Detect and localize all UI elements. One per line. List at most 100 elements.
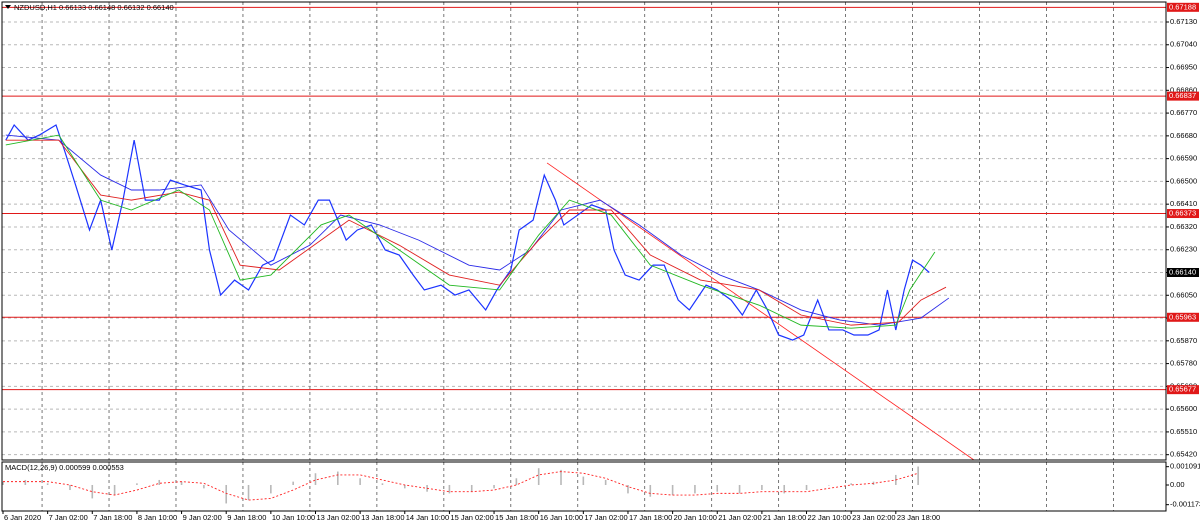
x-tick-label: 10 Jan 10:00 — [272, 513, 315, 522]
macd-bar — [694, 484, 696, 494]
macd-bar — [582, 476, 585, 485]
x-tick-label: 9 Jan 02:00 — [183, 513, 222, 522]
macd-bar — [738, 484, 741, 494]
x-tick-label: 15 Jan 18:00 — [495, 513, 538, 522]
macd-bar — [180, 481, 183, 485]
chart-title: NZDUSD,H1 0.66133 0.66148 0.66132 0.6614… — [14, 3, 174, 12]
macd-bar — [69, 484, 71, 491]
macd-bar — [850, 483, 852, 485]
y-tick-label: 0.66410 — [1170, 199, 1197, 208]
level-label-box — [1167, 2, 1199, 12]
price-plot — [2, 2, 1166, 460]
y-tick-label: 0.66590 — [1170, 154, 1197, 163]
macd-bar — [537, 468, 540, 485]
level-label-box — [1167, 385, 1199, 395]
level-label: 0.66837 — [1169, 91, 1196, 100]
x-tick-label: 13 Jan 02:00 — [316, 513, 359, 522]
y-tick-label: 0.66320 — [1170, 222, 1197, 231]
x-tick-label: 23 Jan 02:00 — [852, 513, 895, 522]
macd-bar — [292, 481, 294, 485]
y-tick-label: -0.001173 — [1170, 500, 1200, 509]
y-tick-label: 0.66050 — [1170, 290, 1197, 299]
macd-bar — [314, 473, 317, 485]
moving-average — [5, 134, 950, 326]
x-tick-label: 22 Jan 10:00 — [808, 513, 851, 522]
x-tick-label: 7 Jan 18:00 — [93, 513, 132, 522]
x-tick-label: 6 Jan 2020 — [4, 513, 41, 522]
y-tick-label: 0.66230 — [1170, 245, 1197, 254]
level-label: 0.65677 — [1169, 385, 1196, 394]
macd-bar — [136, 483, 138, 485]
macd-bar — [716, 484, 719, 492]
macd-bar — [560, 469, 562, 485]
macd-bar — [604, 479, 607, 485]
macd-bar — [247, 484, 250, 501]
level-label-box — [1167, 209, 1199, 219]
level-label-box — [1167, 91, 1199, 101]
macd-bar — [91, 484, 94, 499]
y-tick-label: 0.001091 — [1170, 462, 1200, 471]
price-frame — [1, 1, 1167, 461]
y-tick-label: 0.65510 — [1170, 427, 1197, 436]
level-label: 0.66373 — [1169, 209, 1196, 218]
level-label-box — [1167, 312, 1199, 322]
x-tick-label: 21 Jan 02:00 — [718, 513, 761, 522]
macd-bar — [627, 484, 629, 494]
x-tick-label: 23 Jan 18:00 — [897, 513, 940, 522]
last-price-label: 0.66140 — [1169, 267, 1196, 276]
x-tick-label: 15 Jan 02:00 — [450, 513, 493, 522]
x-tick-label: 13 Jan 18:00 — [361, 513, 404, 522]
macd-plot — [2, 462, 1114, 511]
macd-bar — [828, 484, 830, 486]
signal-line — [3, 471, 919, 501]
moving-average — [5, 134, 936, 329]
macd-bar — [158, 479, 161, 485]
trend-line — [546, 162, 975, 460]
macd-title: MACD(12,26,9) 0.000599 0.000553 — [5, 463, 124, 472]
macd-bar — [470, 484, 473, 492]
macd-bar — [270, 484, 272, 494]
x-tick-label: 9 Jan 18:00 — [227, 513, 266, 522]
x-tick-label: 8 Jan 10:00 — [138, 513, 177, 522]
macd-bar — [761, 484, 763, 491]
y-tick-label: 0.65420 — [1170, 450, 1197, 459]
macd-bar — [203, 484, 205, 489]
x-tick-label: 7 Jan 02:00 — [49, 513, 88, 522]
macd-bar — [671, 484, 674, 496]
y-tick-label: 0.65870 — [1170, 336, 1197, 345]
y-tick-label: 0.67040 — [1170, 40, 1197, 49]
x-tick-label: 20 Jan 10:00 — [674, 513, 717, 522]
x-tick-label: 14 Jan 10:00 — [406, 513, 449, 522]
macd-bar — [917, 466, 919, 485]
y-tick-label: 0.66950 — [1170, 63, 1197, 72]
title-arrow — [5, 5, 11, 9]
macd-bar — [805, 484, 808, 491]
macd-bar — [493, 484, 495, 489]
y-tick-label: 0.66770 — [1170, 108, 1197, 117]
macd-bar — [649, 484, 652, 497]
level-label: 0.67188 — [1169, 2, 1196, 11]
y-tick-label: 0.65600 — [1170, 404, 1197, 413]
macd-bar — [359, 478, 361, 485]
macd-bar — [225, 484, 228, 504]
y-tick-label: 0.67130 — [1170, 17, 1197, 26]
macd-bar — [24, 479, 27, 485]
level-label: 0.65963 — [1169, 312, 1196, 321]
x-tick-label: 17 Jan 02:00 — [584, 513, 627, 522]
macd-bar — [113, 484, 116, 496]
macd-bar — [46, 483, 49, 485]
macd-bar — [2, 481, 4, 485]
last-price-box — [1167, 267, 1199, 277]
macd-bar — [403, 484, 406, 489]
y-tick-label: 0.66680 — [1170, 131, 1197, 140]
macd-bar — [515, 478, 518, 485]
x-tick-label: 21 Jan 18:00 — [763, 513, 806, 522]
y-tick-label: 0.65780 — [1170, 359, 1197, 368]
macd-bar — [448, 484, 451, 494]
y-tick-label: 0.66860 — [1170, 85, 1197, 94]
price-line — [5, 123, 930, 341]
macd-frame — [1, 461, 1167, 512]
